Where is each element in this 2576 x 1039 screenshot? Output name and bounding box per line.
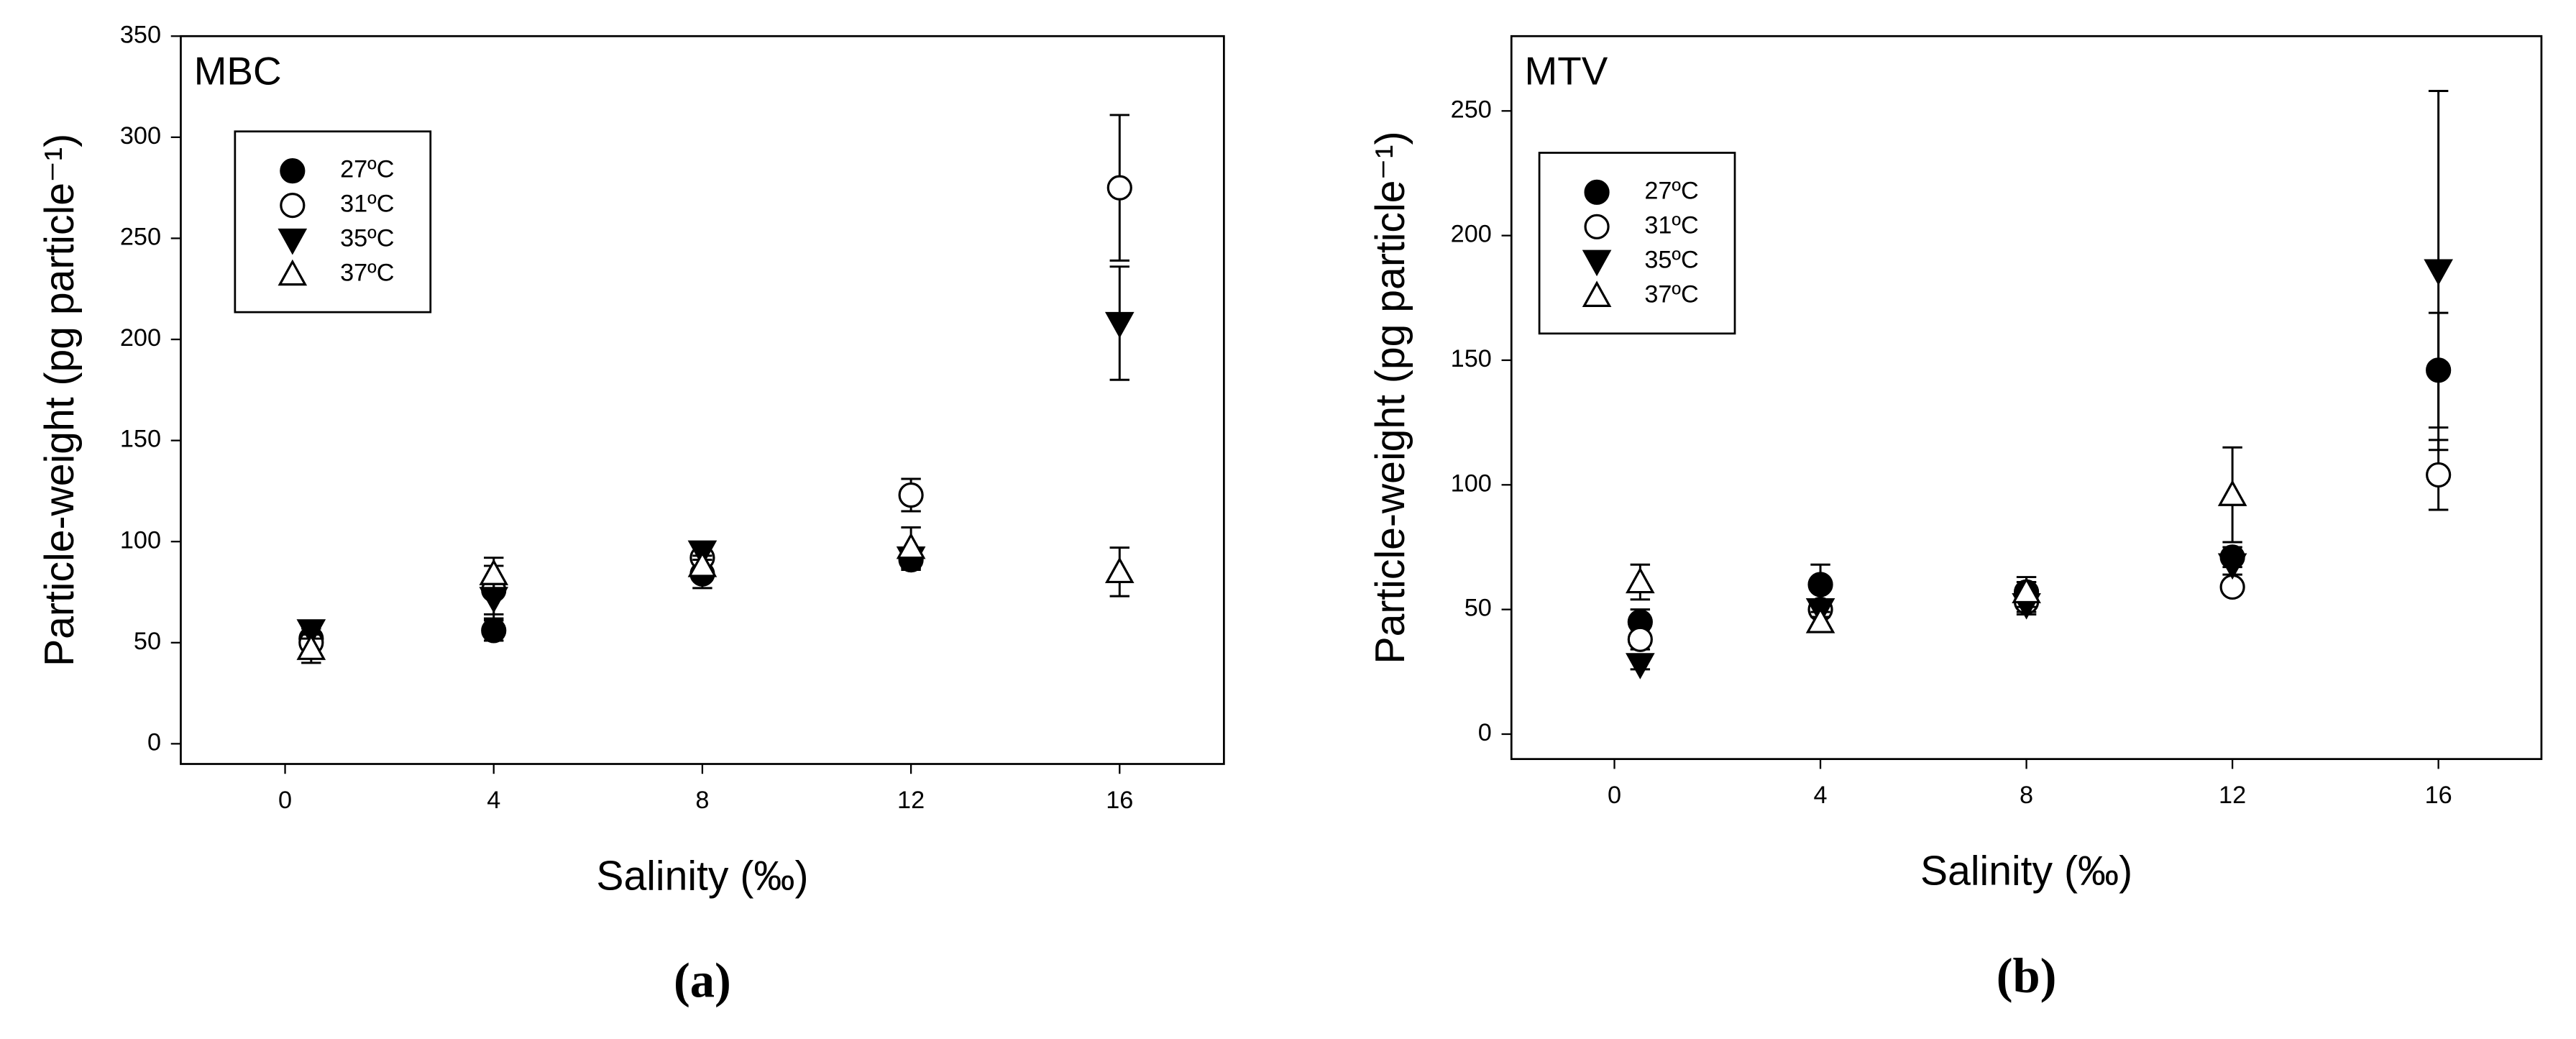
marker	[687, 551, 718, 577]
marker	[2217, 553, 2247, 580]
marker	[896, 532, 926, 559]
marker	[296, 633, 326, 660]
y-tick-label: 150	[120, 426, 161, 453]
legend-box	[1538, 152, 1736, 335]
y-axis-label: Particle-weight (pg particle⁻¹)	[37, 134, 83, 667]
legend-label: 31ºC	[340, 191, 394, 218]
x-tick-label: 8	[695, 787, 709, 814]
marker	[1582, 250, 1612, 277]
y-tick-label: 50	[134, 628, 161, 655]
legend-box	[234, 130, 432, 313]
legend-label: 37ºC	[1644, 280, 1698, 308]
x-tick-label: 8	[2020, 782, 2033, 809]
marker	[1106, 175, 1132, 201]
marker	[898, 482, 924, 508]
y-tick-label: 300	[120, 122, 161, 150]
x-axis-label: Salinity (‰)	[1920, 848, 2132, 894]
y-tick-label: 200	[120, 324, 161, 352]
y-tick-label: 250	[120, 223, 161, 250]
y-tick-label: 0	[1478, 719, 1492, 746]
legend-label: 27ºC	[340, 156, 394, 183]
legend-label: 31ºC	[1644, 211, 1698, 239]
x-tick-label: 16	[1106, 787, 1133, 814]
marker	[479, 587, 509, 613]
y-tick-label: 0	[147, 728, 161, 756]
plot-frame	[1510, 35, 2543, 761]
y-tick-label: 150	[1451, 345, 1492, 372]
x-tick-label: 0	[1608, 782, 1621, 809]
y-tick-label: 100	[1451, 470, 1492, 497]
marker	[1807, 572, 1833, 598]
x-tick-label: 16	[2425, 782, 2452, 809]
marker	[2217, 480, 2247, 506]
marker	[280, 193, 306, 219]
legend-label: 27ºC	[1644, 177, 1698, 204]
panel-label: (a)	[674, 953, 731, 1008]
marker	[2426, 462, 2452, 488]
marker	[1626, 567, 1655, 594]
x-tick-label: 4	[1814, 782, 1828, 809]
y-tick-label: 250	[1451, 96, 1492, 123]
marker	[1104, 311, 1135, 339]
marker	[278, 228, 308, 255]
x-axis-label: Salinity (‰)	[596, 853, 808, 900]
marker	[1584, 214, 1610, 239]
y-tick-label: 100	[120, 526, 161, 554]
marker	[1584, 179, 1610, 205]
y-tick-label: 200	[1451, 221, 1492, 248]
marker	[1805, 607, 1835, 633]
marker	[479, 559, 509, 585]
y-axis-label: Particle-weight (pg particle⁻¹)	[1367, 131, 1413, 664]
marker	[1104, 557, 1135, 584]
marker	[1582, 280, 1612, 307]
marker	[1626, 653, 1655, 679]
marker	[2012, 577, 2041, 604]
y-tick-label: 350	[120, 21, 161, 48]
marker	[280, 158, 306, 184]
chart-title: MBC	[194, 48, 282, 93]
panel-label: (b)	[1997, 948, 2057, 1003]
legend-label: 35ºC	[340, 225, 394, 252]
legend-label: 35ºC	[1644, 246, 1698, 273]
marker	[296, 619, 326, 646]
chart-title: MTV	[1525, 48, 1608, 93]
x-tick-label: 12	[897, 787, 925, 814]
marker	[481, 618, 507, 644]
legend-label: 37ºC	[340, 260, 394, 287]
x-tick-label: 12	[2219, 782, 2246, 809]
marker	[278, 259, 308, 286]
marker	[1627, 626, 1653, 652]
marker	[2424, 259, 2453, 286]
x-tick-label: 4	[487, 787, 500, 814]
y-tick-label: 50	[1465, 595, 1492, 622]
x-tick-label: 0	[278, 787, 292, 814]
